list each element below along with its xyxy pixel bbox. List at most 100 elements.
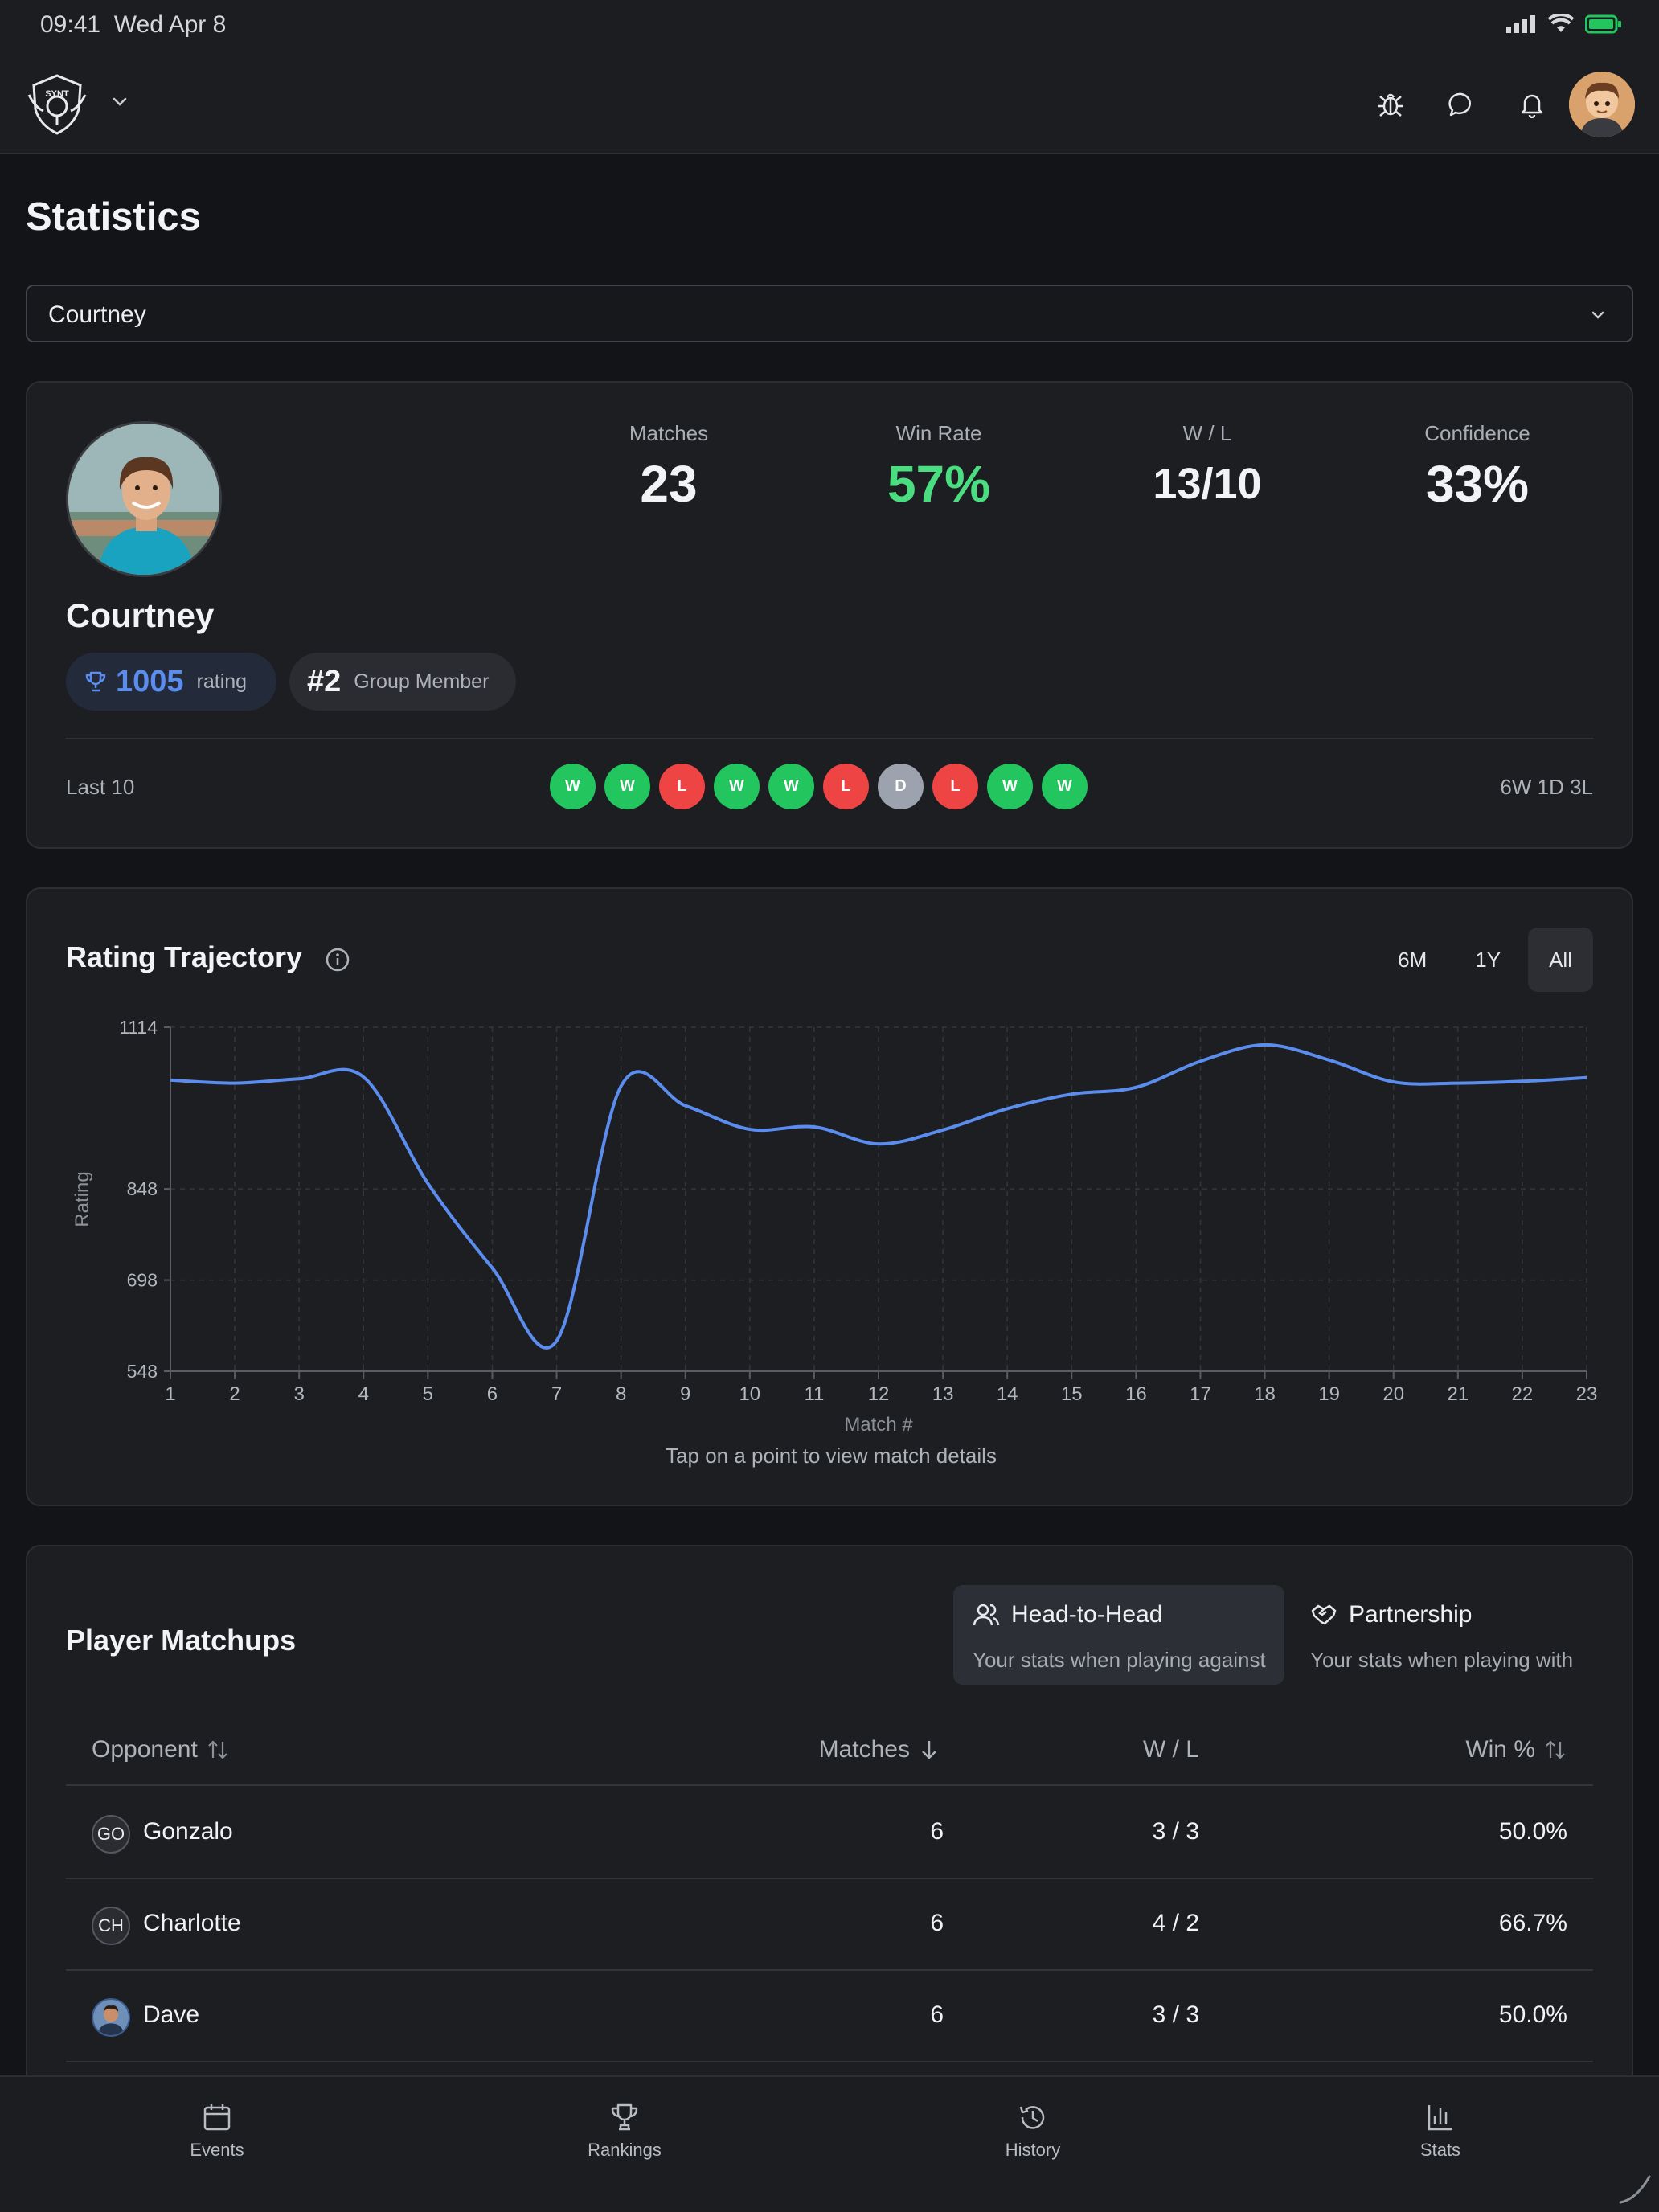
status-clock: 09:41: [40, 11, 101, 38]
x-tick-label: 1: [165, 1383, 175, 1405]
data-point[interactable]: [1321, 1052, 1337, 1068]
rating-value: 1005: [116, 664, 184, 698]
rank-badge: #2 Group Member: [289, 653, 516, 711]
table-row[interactable]: CH Charlotte 6 4 / 2 66.7%: [66, 1879, 1593, 1971]
x-tick-label: 20: [1382, 1383, 1404, 1405]
data-point[interactable]: [870, 1136, 887, 1152]
data-point[interactable]: [742, 1121, 758, 1137]
data-point[interactable]: [999, 1100, 1015, 1116]
stat-value: 13/10: [1153, 460, 1262, 508]
data-point[interactable]: [613, 1078, 629, 1094]
table-row[interactable]: Dave 6 3 / 3 50.0%: [66, 1971, 1593, 2062]
stat-label: Matches: [629, 421, 709, 445]
column-opponent[interactable]: Opponent: [92, 1736, 230, 1763]
player-avatar: [92, 1998, 130, 2037]
avatar-image: [1569, 72, 1635, 137]
column-matches-label: Matches: [818, 1736, 910, 1763]
resize-handle-icon: [1619, 2175, 1651, 2204]
x-tick-label: 11: [804, 1383, 824, 1405]
divider: [66, 738, 1593, 739]
x-tick-label: 8: [616, 1383, 626, 1405]
logo-text: SYNT: [45, 89, 69, 99]
range-tab-1y[interactable]: 1Y: [1475, 947, 1501, 972]
data-point[interactable]: [1579, 1070, 1595, 1086]
profile-name: Courtney: [66, 596, 215, 634]
column-win-pct-label: Win %: [1465, 1736, 1535, 1763]
data-point[interactable]: [549, 1333, 565, 1349]
data-point[interactable]: [806, 1119, 822, 1135]
stat-label: Confidence: [1424, 421, 1530, 445]
tab-partnership[interactable]: Partnership Your stats when playing with: [1291, 1585, 1596, 1685]
messages-button[interactable]: [1426, 69, 1497, 140]
column-matches[interactable]: Matches: [819, 1736, 940, 1763]
result-badge: D: [878, 764, 924, 809]
tab-description: Your stats when playing with: [1310, 1648, 1574, 1672]
chart-hint: Tap on a point to view match details: [666, 1444, 997, 1468]
x-tick-label: 14: [997, 1383, 1018, 1405]
matchups-title: Player Matchups: [66, 1624, 297, 1657]
bell-icon: [1521, 94, 1543, 118]
matches-count: 6: [930, 2001, 944, 2028]
data-point[interactable]: [291, 1071, 307, 1087]
result-badge: W: [714, 764, 760, 809]
data-point[interactable]: [1128, 1079, 1144, 1096]
data-point[interactable]: [935, 1122, 951, 1138]
data-point[interactable]: [1063, 1086, 1079, 1102]
x-tick-label: 10: [739, 1383, 760, 1405]
bug-report-button[interactable]: [1355, 69, 1426, 140]
stat-value: 33%: [1425, 455, 1530, 513]
calendar-icon: [203, 2104, 231, 2131]
nav-history[interactable]: History: [952, 2101, 1113, 2161]
data-point[interactable]: [162, 1072, 178, 1088]
data-point[interactable]: [1514, 1073, 1530, 1089]
app-logo[interactable]: SYNT: [24, 71, 90, 137]
y-tick-label: 848: [127, 1178, 158, 1199]
chevron-down-icon[interactable]: [109, 92, 130, 113]
x-tick-label: 12: [868, 1383, 890, 1405]
data-point[interactable]: [1450, 1075, 1466, 1092]
status-date: Wed Apr 8: [113, 11, 227, 38]
table-row[interactable]: GO Gonzalo 6 3 / 3 50.0%: [66, 1788, 1593, 1879]
x-tick-label: 7: [551, 1383, 562, 1405]
bug-icon: [1378, 93, 1403, 117]
data-point[interactable]: [1192, 1053, 1208, 1069]
tab-head-to-head[interactable]: Head-to-Head Your stats when playing aga…: [953, 1585, 1284, 1685]
x-tick-label: 18: [1254, 1383, 1276, 1405]
data-point[interactable]: [355, 1069, 371, 1085]
nav-stats[interactable]: Stats: [1360, 2101, 1521, 2161]
notifications-button[interactable]: [1497, 69, 1567, 140]
data-point[interactable]: [678, 1098, 694, 1114]
data-point[interactable]: [1386, 1074, 1402, 1090]
trajectory-title: Rating Trajectory: [66, 940, 303, 973]
column-win-pct[interactable]: Win %: [1465, 1736, 1567, 1763]
sort-icon: [208, 1740, 227, 1759]
range-tab-6m[interactable]: 6M: [1398, 947, 1428, 972]
range-tab-all[interactable]: All: [1528, 928, 1593, 992]
nav-rankings[interactable]: Rankings: [544, 2101, 705, 2161]
history-icon: [1019, 2106, 1045, 2129]
bottom-tab-bar: Events Rankings History Stats: [0, 2075, 1659, 2212]
user-avatar[interactable]: [1569, 72, 1635, 137]
bar-chart-icon: [1428, 2105, 1452, 2131]
data-point[interactable]: [420, 1175, 436, 1191]
rank-label: Group Member: [354, 670, 490, 693]
win-percent: 66.7%: [1498, 1910, 1567, 1936]
stat-win-rate: Win Rate 57%: [818, 421, 1059, 514]
x-tick-label: 13: [932, 1383, 954, 1405]
data-point[interactable]: [484, 1260, 500, 1276]
nav-events[interactable]: Events: [137, 2101, 297, 2161]
x-tick-label: 21: [1447, 1383, 1469, 1405]
result-badge: L: [823, 764, 869, 809]
info-icon[interactable]: [325, 947, 350, 973]
arrow-down-icon: [922, 1741, 936, 1759]
header-actions: [1355, 69, 1635, 140]
data-point[interactable]: [1257, 1037, 1273, 1053]
data-point[interactable]: [227, 1075, 243, 1092]
nav-label: Rankings: [588, 2140, 662, 2160]
stat-matches: Matches 23: [548, 421, 789, 514]
player-select[interactable]: Courtney: [26, 285, 1633, 342]
y-axis-label: Rating: [72, 1171, 93, 1227]
last10-summary: 6W 1D 3L: [1500, 775, 1593, 799]
